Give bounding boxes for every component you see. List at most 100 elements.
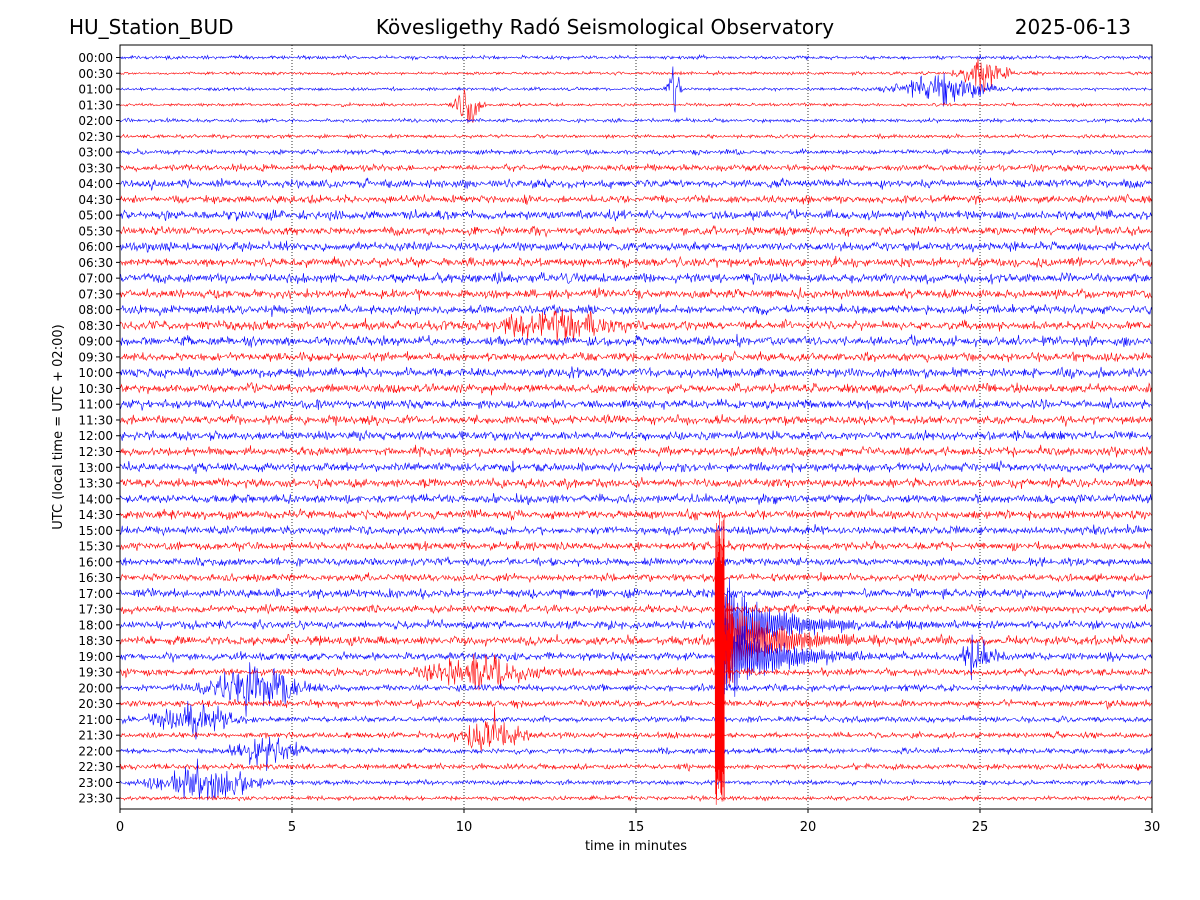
x-axis-label: time in minutes	[585, 839, 687, 854]
trace-1900	[119, 601, 1153, 707]
trace-2000	[119, 662, 1153, 717]
y-tick-label: 12:30	[78, 445, 113, 459]
trace-0800	[119, 303, 1153, 318]
trace-1630	[119, 571, 1153, 583]
trace-2200	[119, 736, 1153, 772]
trace-1300	[119, 460, 1153, 475]
trace-1400	[119, 492, 1153, 506]
trace-0530	[119, 225, 1153, 238]
trace-1100	[119, 397, 1153, 411]
trace-1500	[119, 523, 1153, 537]
trace-1700	[119, 587, 1153, 600]
trace-1200	[119, 429, 1153, 442]
y-tick-label: 03:30	[78, 161, 113, 175]
y-tick-label: 07:30	[78, 287, 113, 301]
y-tick-label: 09:00	[78, 335, 113, 349]
trace-0700	[119, 271, 1153, 285]
y-tick-label: 00:30	[78, 67, 113, 81]
y-tick-label: 18:30	[78, 634, 113, 648]
y-tick-label: 13:00	[78, 461, 113, 475]
trace-0330	[119, 163, 1153, 173]
vertical-gridlines	[291, 45, 981, 809]
trace-1030	[119, 382, 1153, 396]
x-tick-label: 30	[1144, 820, 1161, 835]
y-tick-label: 15:00	[78, 524, 113, 538]
y-tick-label: 08:00	[78, 303, 113, 317]
y-tick-label: 12:00	[78, 429, 113, 443]
y-tick-label: 21:00	[78, 713, 113, 727]
trace-1430	[119, 508, 1153, 521]
trace-layer	[119, 53, 1153, 805]
trace-0730	[119, 287, 1153, 301]
trace-0600	[119, 240, 1153, 253]
trace-1000	[119, 366, 1153, 380]
trace-0430	[119, 193, 1153, 205]
y-tick-label: 23:30	[78, 792, 113, 806]
y-tick-label: 02:00	[78, 114, 113, 128]
x-tick-label: 15	[628, 820, 645, 835]
y-tick-label: 05:00	[78, 209, 113, 223]
y-tick-label: 14:30	[78, 508, 113, 522]
y-tick-label: 16:30	[78, 571, 113, 585]
x-tick-label: 5	[288, 820, 296, 835]
trace-1930	[119, 653, 1153, 691]
y-tick-label: 19:30	[78, 666, 113, 680]
y-tick-label: 01:30	[78, 98, 113, 112]
y-tick-label: 17:30	[78, 603, 113, 617]
x-tick-label: 10	[456, 820, 473, 835]
y-tick-label: 00:00	[78, 51, 113, 65]
y-tick-label: 05:30	[78, 224, 113, 238]
y-tick-label: 13:30	[78, 477, 113, 491]
y-tick-label: 18:00	[78, 618, 113, 632]
trace-2230	[119, 762, 1153, 772]
trace-2100	[120, 700, 1153, 740]
y-tick-label: 08:30	[78, 319, 113, 333]
y-tick-label: 17:00	[78, 587, 113, 601]
trace-0230	[119, 132, 1153, 140]
y-tick-label: 10:00	[78, 366, 113, 380]
y-tick-label: 16:00	[78, 555, 113, 569]
y-tick-label: 19:00	[78, 650, 113, 664]
y-tick-label: 03:00	[78, 146, 113, 160]
trace-0900	[120, 333, 1153, 348]
trace-1530	[119, 540, 1153, 552]
trace-1830	[119, 581, 1153, 688]
y-tick-label: 11:30	[78, 413, 113, 427]
y-tick-label: 02:30	[78, 130, 113, 144]
trace-2130	[119, 706, 1153, 752]
trace-1600	[119, 556, 1153, 567]
trace-0000	[119, 53, 1153, 62]
x-tick-label: 25	[972, 820, 989, 835]
y-tick-label: 06:00	[78, 240, 113, 254]
trace-1800	[119, 577, 1153, 665]
trace-0830	[119, 308, 1153, 343]
y-tick-label: 21:30	[78, 729, 113, 743]
y-tick-label: 15:30	[78, 540, 113, 554]
y-tick-label: 07:00	[78, 272, 113, 286]
station-name: HU_Station_BUD	[69, 15, 234, 39]
x-tick-label: 20	[800, 820, 817, 835]
x-axis-ticks: 0 5 10 15 20 25 30	[116, 809, 1160, 835]
y-tick-label: 22:00	[78, 744, 113, 758]
y-tick-label: 01:00	[78, 83, 113, 97]
trace-2030	[119, 698, 1153, 711]
y-tick-label: 06:30	[78, 256, 113, 270]
y-tick-label: 10:30	[78, 382, 113, 396]
trace-1730	[119, 603, 1153, 615]
y-tick-label: 23:00	[78, 776, 113, 790]
date-label: 2025-06-13	[1014, 15, 1131, 39]
trace-0630	[119, 255, 1153, 269]
y-tick-label: 20:30	[78, 697, 113, 711]
y-axis-label: UTC (local time = UTC + 02:00)	[51, 324, 66, 529]
trace-0130	[119, 88, 1153, 124]
trace-0100	[119, 66, 1153, 113]
x-tick-label: 0	[116, 820, 124, 835]
trace-2330	[119, 794, 1153, 802]
y-tick-label: 04:00	[78, 177, 113, 191]
trace-2300	[119, 758, 1153, 801]
trace-0400	[119, 177, 1153, 191]
trace-1330	[119, 477, 1153, 491]
y-tick-label: 22:30	[78, 760, 113, 774]
y-tick-label: 11:00	[78, 398, 113, 412]
